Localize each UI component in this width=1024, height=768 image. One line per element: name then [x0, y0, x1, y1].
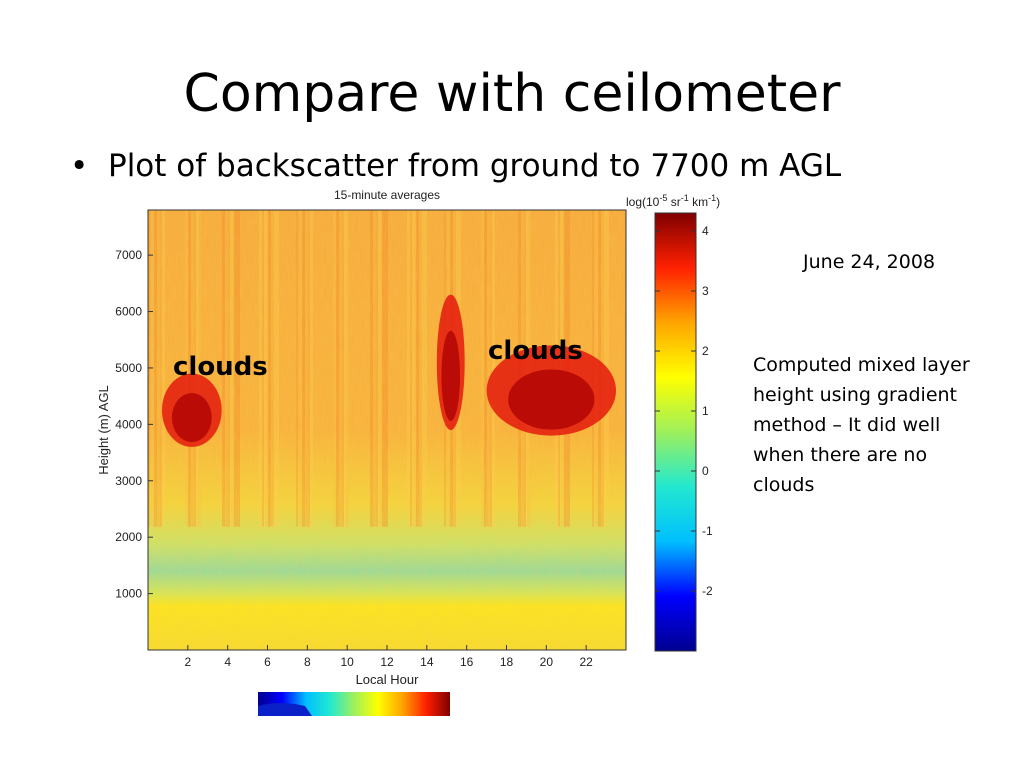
colorbar	[654, 212, 697, 652]
note-text: Computed mixed layer height using gradie…	[753, 354, 970, 496]
slide-title: Compare with ceilometer	[183, 64, 841, 124]
x-tick-label: 8	[304, 655, 311, 669]
chart-title: 15-minute averages	[334, 188, 440, 202]
bullet-dot-icon: •	[70, 148, 89, 184]
x-tick-label: 2	[184, 655, 191, 669]
colorbar-label: log(10-5 sr-1 km-1)	[626, 193, 720, 209]
y-tick-label: 5000	[115, 361, 142, 375]
colorbar-tick-label: 0	[702, 464, 709, 478]
cloud-core	[508, 369, 595, 430]
date-text: June 24, 2008	[803, 251, 936, 273]
y-axis-ticks: 1000 2000 3000 4000 5000 6000 7000	[115, 248, 153, 601]
colorbar-ticks: 4 3 2 1 0 -1 -2	[655, 224, 713, 598]
cloud-core	[171, 393, 212, 443]
x-tick-label: 4	[224, 655, 231, 669]
bullet-item: • Plot of backscatter from ground to 7700…	[70, 146, 841, 186]
x-axis-label: Local Hour	[356, 672, 420, 687]
colorbar-tick-label: 4	[702, 224, 709, 238]
x-tick-label: 18	[500, 655, 514, 669]
cloud-label-right: clouds	[488, 336, 583, 366]
cloud-label-left: clouds	[173, 352, 268, 382]
x-tick-label: 14	[420, 655, 434, 669]
cloud-regions	[161, 294, 617, 447]
colorbar-tick-label: -1	[702, 524, 713, 538]
x-tick-label: 16	[460, 655, 474, 669]
y-tick-label: 2000	[115, 530, 142, 544]
y-tick-label: 1000	[115, 587, 142, 601]
x-tick-label: 10	[340, 655, 354, 669]
y-axis-label: Height (m) AGL	[96, 385, 111, 475]
colorbar-tick-label: 3	[702, 284, 709, 298]
y-tick-label: 6000	[115, 305, 142, 319]
cloud-core	[441, 330, 461, 421]
y-tick-label: 7000	[115, 248, 142, 262]
heatmap-plot-area	[147, 209, 627, 651]
colorbar-tick-label: 1	[702, 404, 709, 418]
x-axis-ticks: 2 4 6 8 10 12 14 16 18 20 22	[184, 645, 593, 669]
colorbar-tick-label: 2	[702, 344, 709, 358]
x-tick-label: 22	[579, 655, 593, 669]
strip-blue-patch	[258, 703, 312, 716]
x-tick-label: 12	[380, 655, 394, 669]
y-tick-label: 3000	[115, 474, 142, 488]
colorbar-tick-label: -2	[702, 584, 713, 598]
y-tick-label: 4000	[115, 417, 142, 431]
x-tick-label: 6	[264, 655, 271, 669]
bullet-text: Plot of backscatter from ground to 7700 …	[108, 148, 842, 184]
x-tick-label: 20	[540, 655, 554, 669]
